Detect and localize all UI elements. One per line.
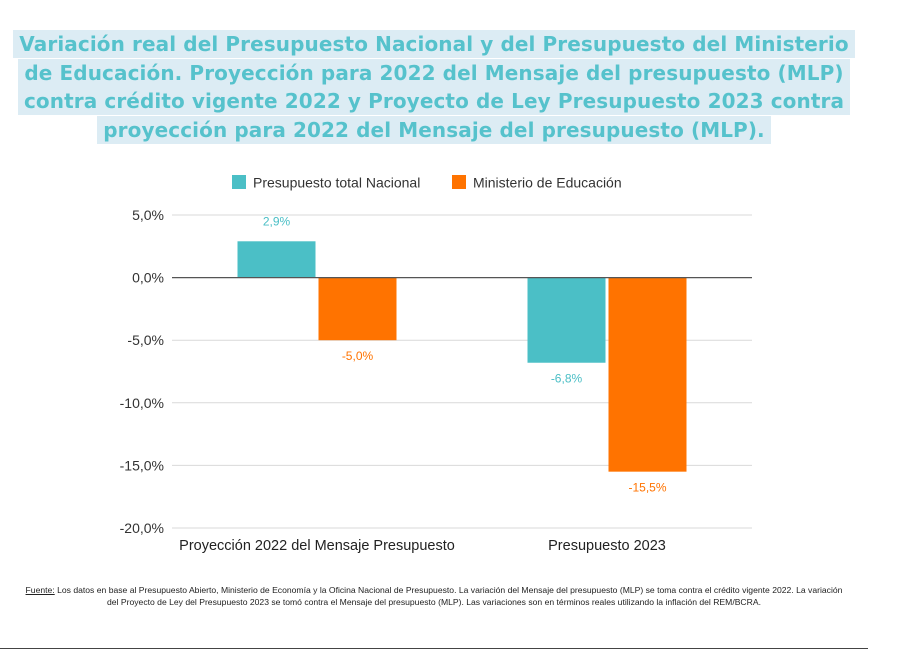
bar <box>318 277 397 341</box>
y-tick-label: 0,0% <box>132 270 164 286</box>
bar <box>237 241 316 278</box>
footnote-lead: Fuente: <box>25 585 55 595</box>
chart-title: Variación real del Presupuesto Nacional … <box>13 30 855 144</box>
legend-label: Presupuesto total Nacional <box>253 175 420 191</box>
bar <box>608 277 687 472</box>
y-tick-label: -15,0% <box>120 457 164 473</box>
footnote-text: Los datos en base al Presupuesto Abierto… <box>54 585 843 607</box>
x-category-label: Presupuesto 2023 <box>548 538 666 554</box>
y-tick-label: -10,0% <box>120 395 164 411</box>
y-tick-label: 5,0% <box>132 207 164 223</box>
data-label: 2,9% <box>263 214 291 228</box>
title-container: Variación real del Presupuesto Nacional … <box>0 30 868 144</box>
legend-swatch <box>232 175 246 189</box>
bar <box>527 277 606 363</box>
footnote: Fuente: Los datos en base al Presupuesto… <box>24 585 844 608</box>
data-label: -15,5% <box>628 481 666 495</box>
y-tick-label: -20,0% <box>120 520 164 536</box>
data-label: -5,0% <box>342 349 374 363</box>
legend-swatch <box>452 175 466 189</box>
bottom-divider <box>0 648 868 649</box>
y-tick-label: -5,0% <box>127 332 164 348</box>
data-label: -6,8% <box>551 372 583 386</box>
chart: 5,0% 0,0% -5,0% -10,0% -15,0% -20,0% 2,9% -6,8%… <box>120 175 752 554</box>
legend-label: Ministerio de Educación <box>473 175 622 191</box>
x-category-label: Proyección 2022 del Mensaje Presupuesto <box>179 538 455 554</box>
